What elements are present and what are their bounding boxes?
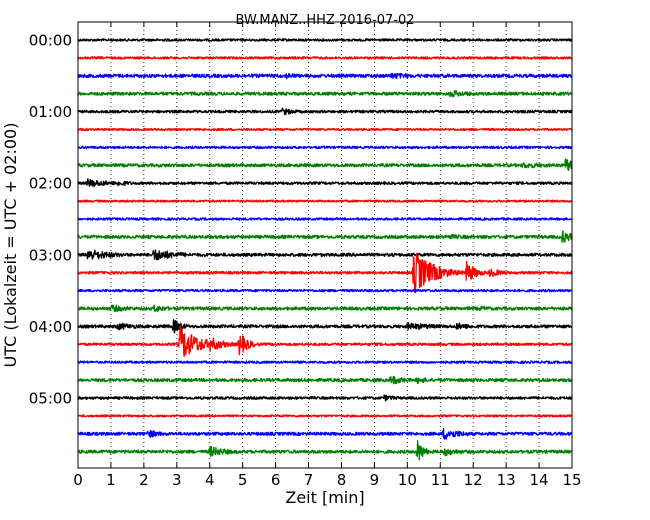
x-tick-label: 7	[304, 471, 314, 489]
trace-0330	[77, 288, 573, 293]
y-axis-label: UTC (Lokalzeit = UTC + 02:00)	[1, 123, 20, 368]
x-tick-label: 4	[205, 471, 215, 489]
x-tick-label: 2	[139, 471, 149, 489]
trace-0445	[77, 375, 573, 385]
trace-0100	[77, 107, 573, 116]
x-tick-label: 9	[370, 471, 380, 489]
trace-0030	[77, 72, 573, 80]
trace-0300	[77, 249, 573, 261]
x-tick-label: 15	[562, 471, 581, 489]
trace-0200	[77, 178, 573, 188]
chart-title: BW.MANZ..HHZ 2016-07-02	[235, 13, 414, 28]
x-tick-label: 10	[398, 471, 417, 489]
seismogram-traces	[77, 38, 573, 461]
trace-0245	[77, 230, 573, 244]
x-tick-label: 5	[238, 471, 248, 489]
x-tick-label: 6	[271, 471, 281, 489]
trace-0315	[77, 252, 573, 294]
y-tick-label: 01:00	[29, 103, 72, 121]
y-tick-label: 05:00	[29, 390, 72, 408]
x-tick-label: 8	[337, 471, 347, 489]
x-tick-label: 13	[497, 471, 516, 489]
trace-0045	[77, 89, 573, 98]
y-tick-label: 03:00	[29, 246, 72, 264]
trace-0015	[77, 56, 573, 60]
trace-0400	[77, 319, 573, 334]
trace-0145	[77, 158, 573, 172]
trace-0130	[77, 145, 573, 150]
x-tick-label: 3	[172, 471, 182, 489]
x-tick-label: 14	[530, 471, 549, 489]
trace-0345	[77, 304, 573, 313]
x-tick-label: 0	[73, 471, 83, 489]
trace-0545	[77, 440, 573, 461]
trace-0415	[77, 325, 573, 358]
x-tick-label: 11	[431, 471, 450, 489]
axis-ticks: 0 1 2 3 4 5 6 7 8 9 10 11 12 13 14 1500:0001:0002:0003:…	[29, 22, 582, 489]
trace-0115	[77, 127, 573, 132]
trace-0500	[77, 394, 573, 402]
trace-0000	[77, 38, 573, 42]
plot-frame	[77, 21, 573, 469]
trace-0215	[77, 199, 573, 203]
x-tick-label: 1	[106, 471, 116, 489]
y-tick-label: 04:00	[29, 318, 72, 336]
trace-0515	[77, 414, 573, 418]
y-tick-label: 00:00	[29, 32, 72, 50]
trace-0530	[77, 428, 573, 440]
trace-0230	[77, 217, 573, 221]
x-axis-label: Zeit [min]	[285, 488, 364, 507]
x-tick-label: 12	[464, 471, 483, 489]
trace-0430	[77, 360, 573, 364]
y-tick-label: 02:00	[29, 175, 72, 193]
